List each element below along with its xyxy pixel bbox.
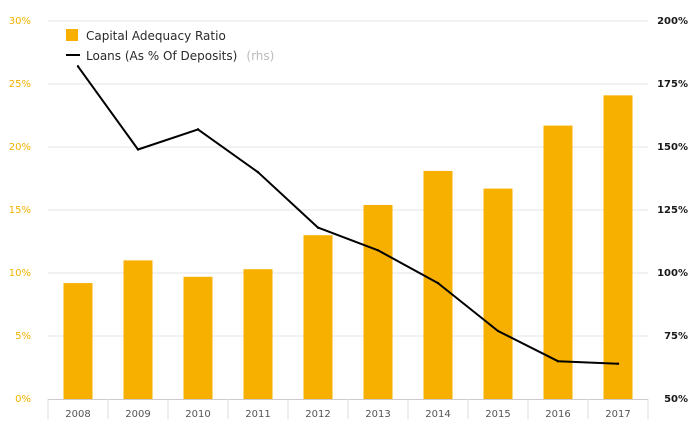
left-y-tick-label: 20% bbox=[9, 142, 31, 153]
legend-label-rhs-note: (rhs) bbox=[246, 49, 274, 63]
x-tick-label: 2016 bbox=[545, 409, 570, 420]
loans-line bbox=[77, 65, 619, 365]
right-y-tick-label: 175% bbox=[657, 79, 688, 90]
left-y-tick-label: 0% bbox=[15, 394, 31, 405]
legend: Capital Adequacy Ratio Loans (As % Of De… bbox=[66, 29, 274, 64]
x-tick-label: 2013 bbox=[365, 409, 390, 420]
bar bbox=[123, 260, 153, 399]
right-y-tick-label: 100% bbox=[657, 268, 688, 279]
bar bbox=[243, 269, 273, 399]
right-y-tick-label: 75% bbox=[664, 331, 688, 342]
line-point bbox=[376, 249, 380, 252]
x-tick-label: 2014 bbox=[425, 409, 450, 420]
right-y-tick-label: 125% bbox=[657, 205, 688, 216]
line-point bbox=[76, 65, 80, 68]
left-y-tick-label: 5% bbox=[15, 331, 31, 342]
x-tick-label: 2008 bbox=[65, 409, 90, 420]
x-tick-label: 2015 bbox=[485, 409, 510, 420]
x-tick-label: 2011 bbox=[245, 409, 270, 420]
right-y-axis: 50% 75% 100% 125% 150% 175% 200% bbox=[657, 16, 688, 405]
x-axis: 2008 2009 2010 2011 2012 2013 2014 2015 2016 2017 bbox=[47, 399, 649, 420]
x-tick-label: 2012 bbox=[305, 409, 330, 420]
right-y-tick-label: 50% bbox=[664, 394, 688, 405]
bar bbox=[363, 204, 393, 399]
line-series bbox=[76, 65, 620, 365]
legend-label-capital-adequacy: Capital Adequacy Ratio bbox=[86, 29, 226, 43]
bar bbox=[483, 188, 513, 399]
line-point bbox=[616, 362, 620, 365]
bar bbox=[603, 95, 633, 399]
line-point bbox=[436, 281, 440, 285]
legend-label-loans: Loans (As % Of Deposits) bbox=[86, 49, 237, 63]
bar bbox=[183, 276, 213, 399]
left-y-tick-label: 10% bbox=[9, 268, 31, 279]
bar bbox=[423, 170, 453, 399]
line-point bbox=[556, 360, 560, 363]
line-point bbox=[316, 226, 320, 229]
line-point bbox=[196, 128, 200, 131]
left-y-axis: 0% 5% 10% 15% 20% 25% 30% bbox=[9, 16, 31, 405]
legend-swatch-bar bbox=[66, 29, 78, 41]
x-tick-label: 2009 bbox=[125, 409, 150, 420]
line-point bbox=[136, 148, 140, 151]
line-point bbox=[496, 329, 500, 333]
line-point bbox=[256, 171, 260, 174]
right-y-tick-label: 150% bbox=[657, 142, 688, 153]
left-y-tick-label: 30% bbox=[9, 16, 31, 27]
x-tick-label: 2017 bbox=[605, 409, 630, 420]
bar-series bbox=[63, 95, 633, 399]
left-y-tick-label: 15% bbox=[9, 205, 31, 216]
bar bbox=[303, 235, 333, 399]
right-y-tick-label: 200% bbox=[657, 16, 688, 27]
left-y-tick-label: 25% bbox=[9, 79, 31, 90]
x-tick-label: 2010 bbox=[185, 409, 210, 420]
bar bbox=[543, 125, 573, 399]
bar bbox=[63, 283, 93, 399]
legend-label-loans-row: Loans (As % Of Deposits) (rhs) bbox=[86, 45, 274, 64]
